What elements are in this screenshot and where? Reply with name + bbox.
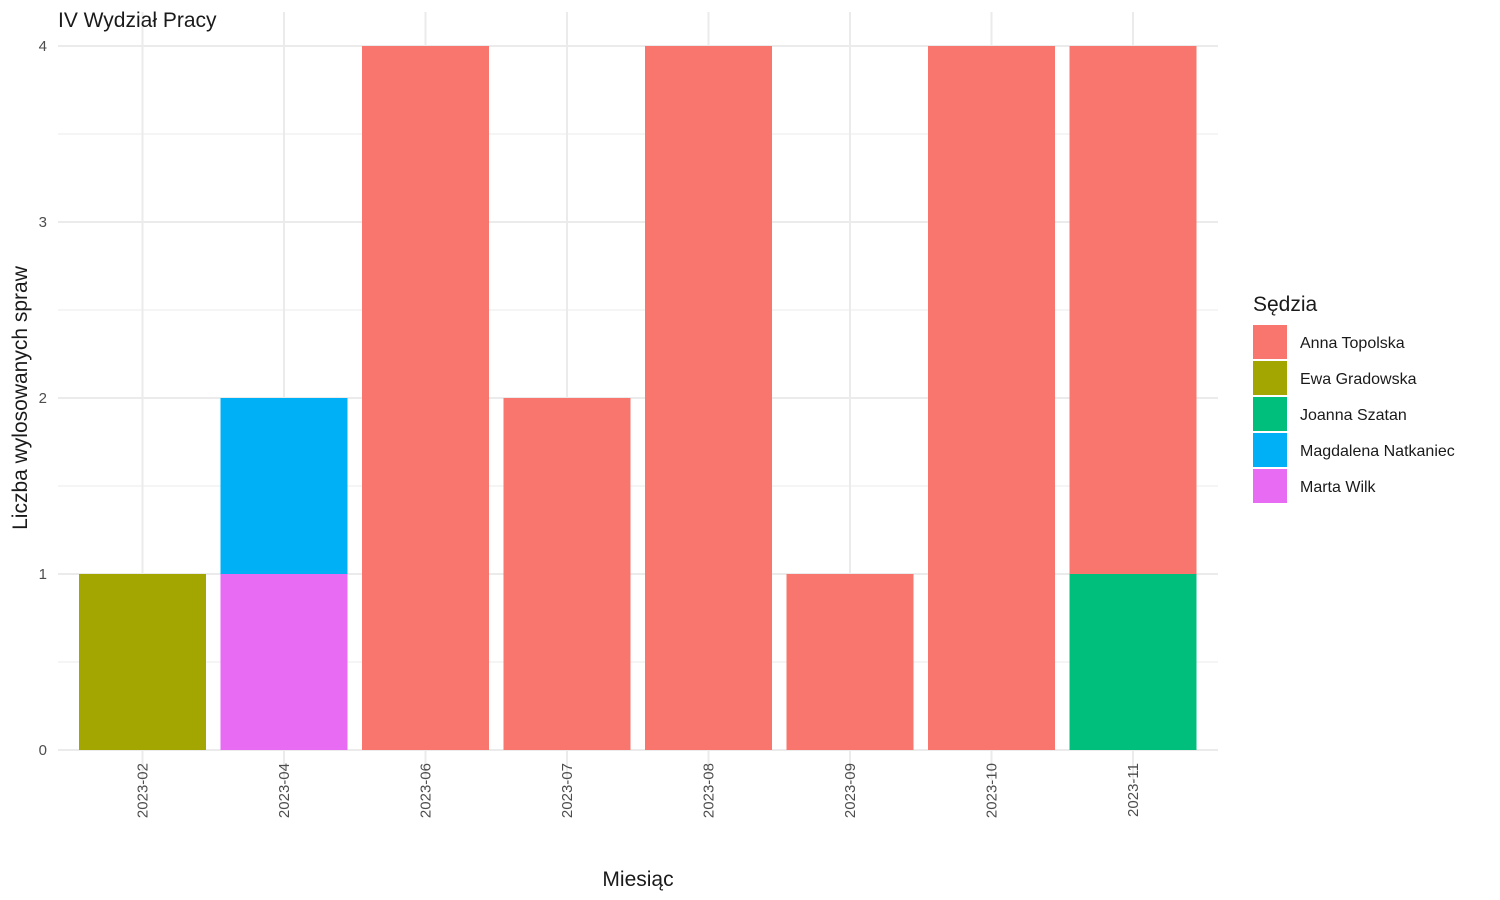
bar-segment: [79, 574, 206, 750]
x-tick-label: 2023-02: [135, 763, 152, 818]
x-tick-label: 2023-10: [984, 763, 1001, 818]
bars: [79, 46, 1197, 750]
x-tick-label: 2023-04: [276, 763, 293, 818]
y-tick-label: 0: [39, 742, 47, 759]
x-axis-title: Miesiąc: [602, 868, 673, 891]
legend-label: Anna Topolska: [1300, 335, 1405, 352]
legend-label: Marta Wilk: [1300, 479, 1377, 496]
bar-segment: [1069, 574, 1197, 750]
y-tick-label: 4: [39, 38, 47, 55]
legend-title: Sędzia: [1253, 293, 1318, 316]
bar-segment: [220, 574, 348, 750]
x-tick-label: 2023-07: [559, 763, 576, 818]
bar-segment: [220, 398, 348, 574]
legend-label: Joanna Szatan: [1300, 407, 1407, 424]
legend-key: [1253, 433, 1287, 467]
y-tick-label: 3: [39, 214, 47, 231]
bar-segment: [1069, 46, 1197, 574]
y-tick-label: 2: [39, 390, 47, 407]
legend-items: Anna Topolska Ewa Gradowska Joanna Szatan M…: [1253, 325, 1455, 503]
bar-segment: [928, 46, 1055, 750]
legend-key: [1253, 361, 1287, 395]
legend-key: [1253, 397, 1287, 431]
legend-key: [1253, 469, 1287, 503]
x-tick-label: 2023-08: [701, 763, 718, 818]
x-tick-label: 2023-11: [1125, 763, 1142, 817]
legend-key: [1253, 325, 1287, 359]
y-axis-ticks: 0 1 2 3 4: [39, 38, 47, 759]
legend-label: Ewa Gradowska: [1300, 371, 1417, 388]
x-tick-label: 2023-09: [842, 763, 859, 818]
y-tick-label: 1: [39, 566, 47, 583]
bar-segment: [645, 46, 772, 750]
bar-segment: [362, 46, 489, 750]
bar-segment: [786, 574, 914, 750]
y-axis-title: Liczba wylosowanych spraw: [9, 265, 32, 530]
legend-label: Magdalena Natkaniec: [1300, 443, 1455, 460]
x-axis-ticks: 2023-02 2023-04 2023-06 2023-07 2023-08 2023-…: [135, 763, 1143, 818]
legend: Sędzia Anna Topolska Ewa Gradowska Joanna …: [1253, 293, 1455, 503]
x-tick-label: 2023-06: [418, 763, 435, 818]
bar-segment: [503, 398, 631, 750]
chart-title: IV Wydział Pracy: [58, 9, 217, 32]
